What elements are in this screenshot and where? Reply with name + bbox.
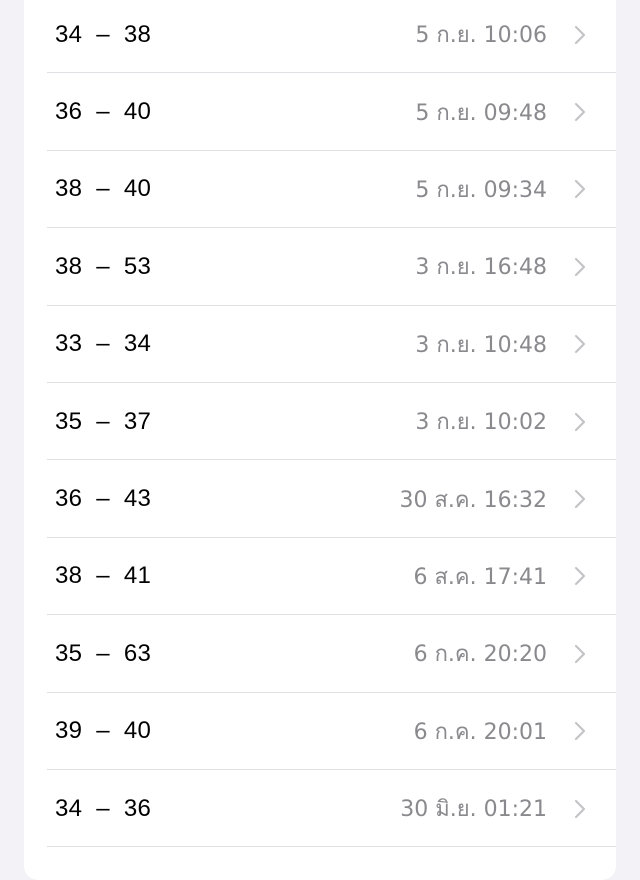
range-value: 39 – 40 <box>55 717 152 745</box>
chevron-right-icon <box>574 412 586 431</box>
list-item[interactable]: 36 – 40 5 ก.ย. 09:48 <box>24 73 616 152</box>
chevron-right-icon <box>574 799 586 818</box>
chevron-right-icon <box>574 257 586 276</box>
list-item[interactable]: 34 – 38 5 ก.ย. 10:06 <box>24 0 616 74</box>
list-item[interactable]: 34 – 36 30 มิ.ย. 01:21 <box>24 770 616 848</box>
timestamp: 6 ส.ค. 17:41 <box>413 564 547 590</box>
timestamp: 30 ส.ค. 16:32 <box>399 487 547 513</box>
timestamp: 5 ก.ย. 10:06 <box>415 23 547 49</box>
range-value: 36 – 43 <box>55 485 152 513</box>
timestamp: 3 ก.ย. 10:48 <box>415 332 547 358</box>
history-list: 34 – 38 5 ก.ย. 10:06 36 – 40 5 ก.ย. 09:4… <box>24 0 616 848</box>
history-card <box>24 0 616 880</box>
chevron-right-icon <box>574 722 586 741</box>
list-item[interactable]: 35 – 37 3 ก.ย. 10:02 <box>24 383 616 461</box>
chevron-right-icon <box>574 102 586 122</box>
timestamp: 3 ก.ย. 10:02 <box>415 410 547 436</box>
timestamp: 5 ก.ย. 09:34 <box>415 177 547 203</box>
list-item[interactable]: 38 – 40 5 ก.ย. 09:34 <box>24 151 616 229</box>
list-item[interactable]: 36 – 43 30 ส.ค. 16:32 <box>24 460 616 539</box>
list-item[interactable]: 38 – 53 3 ก.ย. 16:48 <box>24 228 616 306</box>
timestamp: 6 ก.ค. 20:20 <box>413 642 547 668</box>
timestamp: 3 ก.ย. 16:48 <box>415 255 547 281</box>
list-item[interactable]: 39 – 40 6 ก.ค. 20:01 <box>24 693 616 771</box>
range-value: 38 – 53 <box>55 252 152 280</box>
range-value: 33 – 34 <box>55 330 152 358</box>
chevron-right-icon <box>574 567 586 586</box>
chevron-right-icon <box>574 180 586 199</box>
range-value: 38 – 40 <box>55 175 152 203</box>
range-value: 34 – 36 <box>55 794 152 822</box>
range-value: 35 – 63 <box>55 639 152 667</box>
list-item[interactable]: 38 – 41 6 ส.ค. 17:41 <box>24 538 616 616</box>
chevron-right-icon <box>574 335 586 354</box>
range-value: 34 – 38 <box>55 20 152 48</box>
list-item[interactable]: 35 – 63 6 ก.ค. 20:20 <box>24 615 616 693</box>
chevron-right-icon <box>574 644 586 663</box>
chevron-right-icon <box>574 25 586 44</box>
chevron-right-icon <box>574 489 586 509</box>
timestamp: 30 มิ.ย. 01:21 <box>400 797 547 823</box>
range-value: 38 – 41 <box>55 562 152 590</box>
timestamp: 6 ก.ค. 20:01 <box>413 719 547 745</box>
timestamp: 5 ก.ย. 09:48 <box>415 100 547 126</box>
list-item[interactable]: 33 – 34 3 ก.ย. 10:48 <box>24 306 616 384</box>
range-value: 35 – 37 <box>55 407 152 435</box>
range-value: 36 – 40 <box>55 98 152 126</box>
